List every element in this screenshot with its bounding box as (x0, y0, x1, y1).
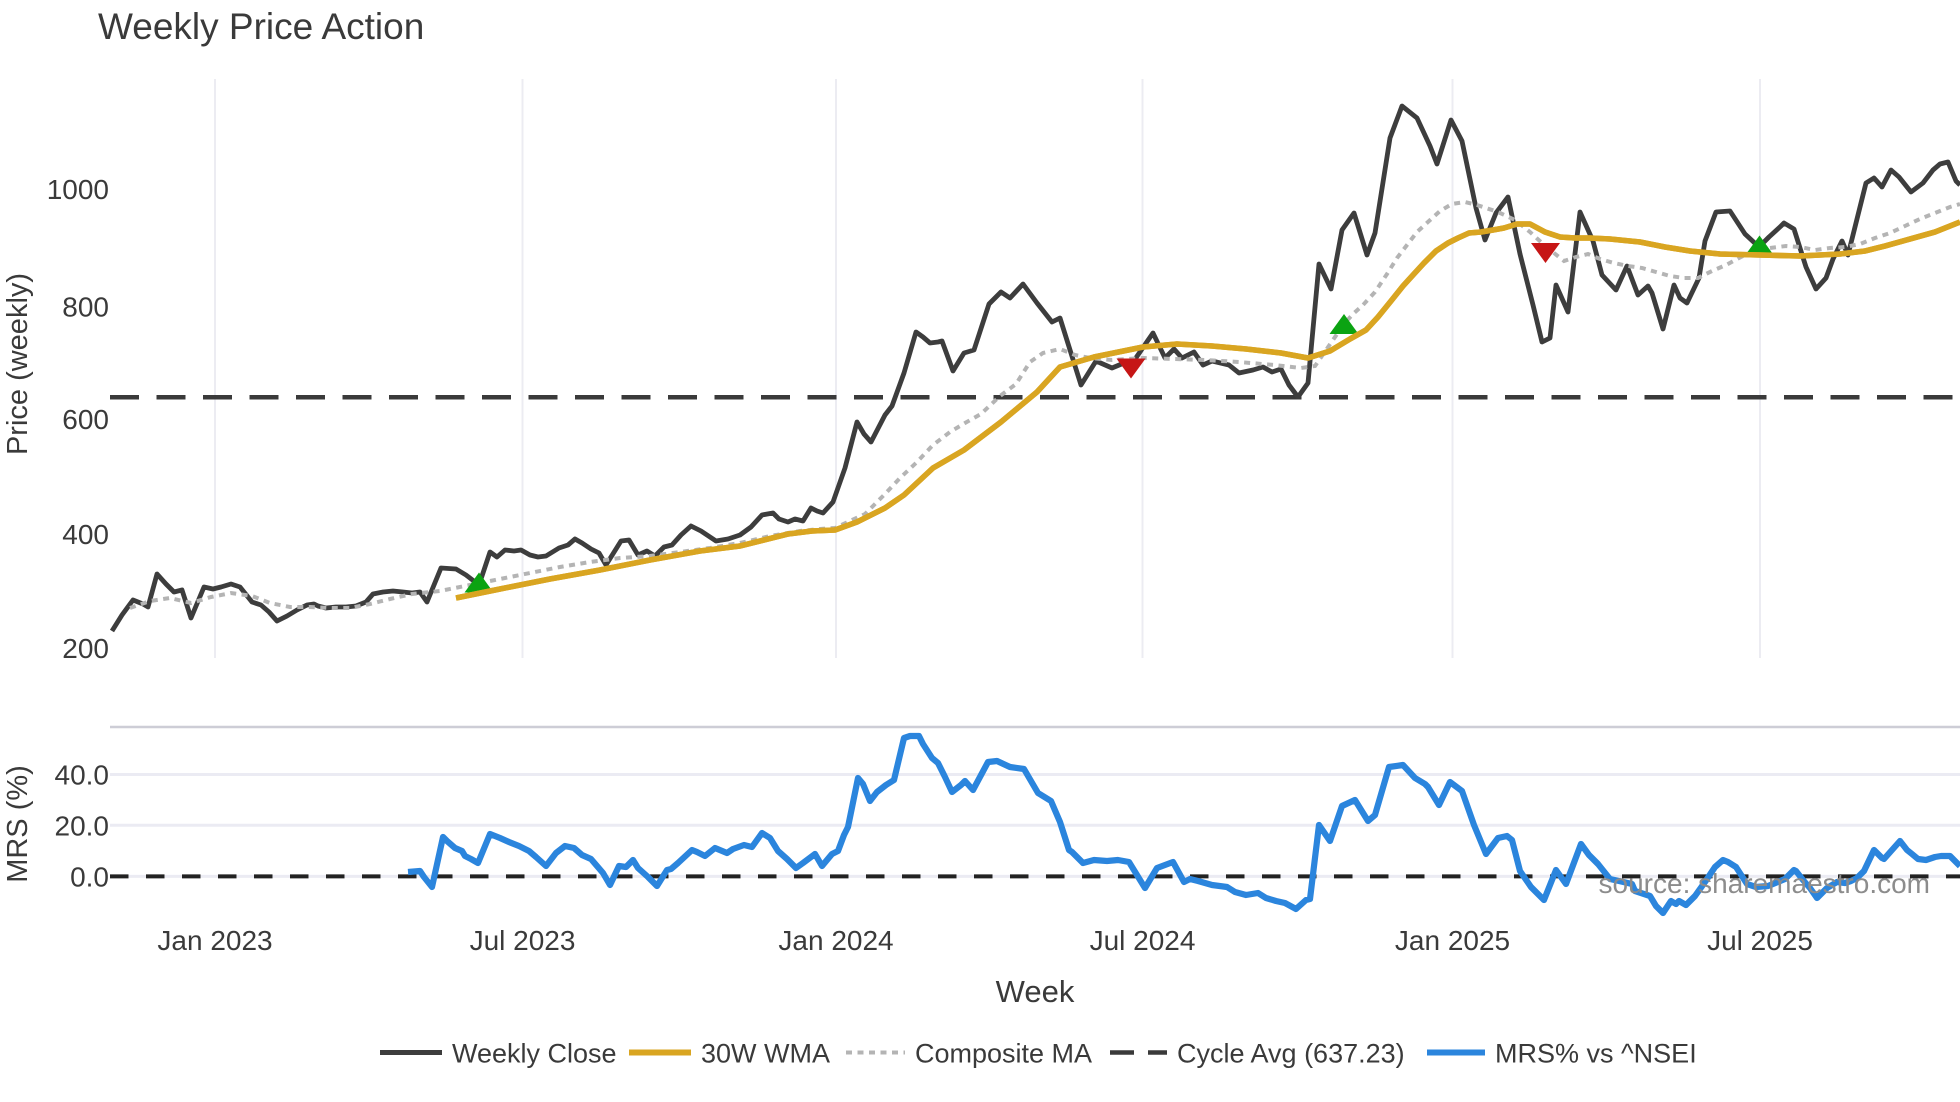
svg-text:Composite MA: Composite MA (915, 1039, 1092, 1069)
svg-text:Jul 2023: Jul 2023 (470, 925, 576, 956)
svg-text:Weekly Price Action: Weekly Price Action (98, 6, 424, 47)
svg-text:0.0: 0.0 (70, 861, 109, 892)
svg-text:800: 800 (62, 291, 109, 322)
svg-text:Jul 2025: Jul 2025 (1707, 925, 1813, 956)
svg-text:20.0: 20.0 (55, 810, 110, 841)
svg-text:600: 600 (62, 404, 109, 435)
svg-text:400: 400 (62, 519, 109, 550)
svg-text:Weekly Close: Weekly Close (452, 1039, 617, 1069)
svg-text:Jan 2023: Jan 2023 (157, 925, 272, 956)
svg-text:Week: Week (996, 974, 1075, 1009)
svg-text:1000: 1000 (47, 174, 109, 205)
svg-text:MRS% vs ^NSEI: MRS% vs ^NSEI (1495, 1039, 1697, 1069)
svg-text:MRS (%): MRS (%) (2, 765, 34, 883)
svg-text:Price (weekly): Price (weekly) (2, 273, 34, 455)
svg-text:30W WMA: 30W WMA (701, 1039, 830, 1069)
svg-text:Cycle Avg (637.23): Cycle Avg (637.23) (1177, 1039, 1405, 1069)
svg-text:Jan 2024: Jan 2024 (778, 925, 893, 956)
svg-text:40.0: 40.0 (55, 760, 110, 791)
svg-text:source: sharemaestro.com: source: sharemaestro.com (1599, 868, 1930, 899)
svg-text:Jul 2024: Jul 2024 (1090, 925, 1196, 956)
svg-text:200: 200 (62, 633, 109, 664)
svg-text:Jan 2025: Jan 2025 (1395, 925, 1510, 956)
